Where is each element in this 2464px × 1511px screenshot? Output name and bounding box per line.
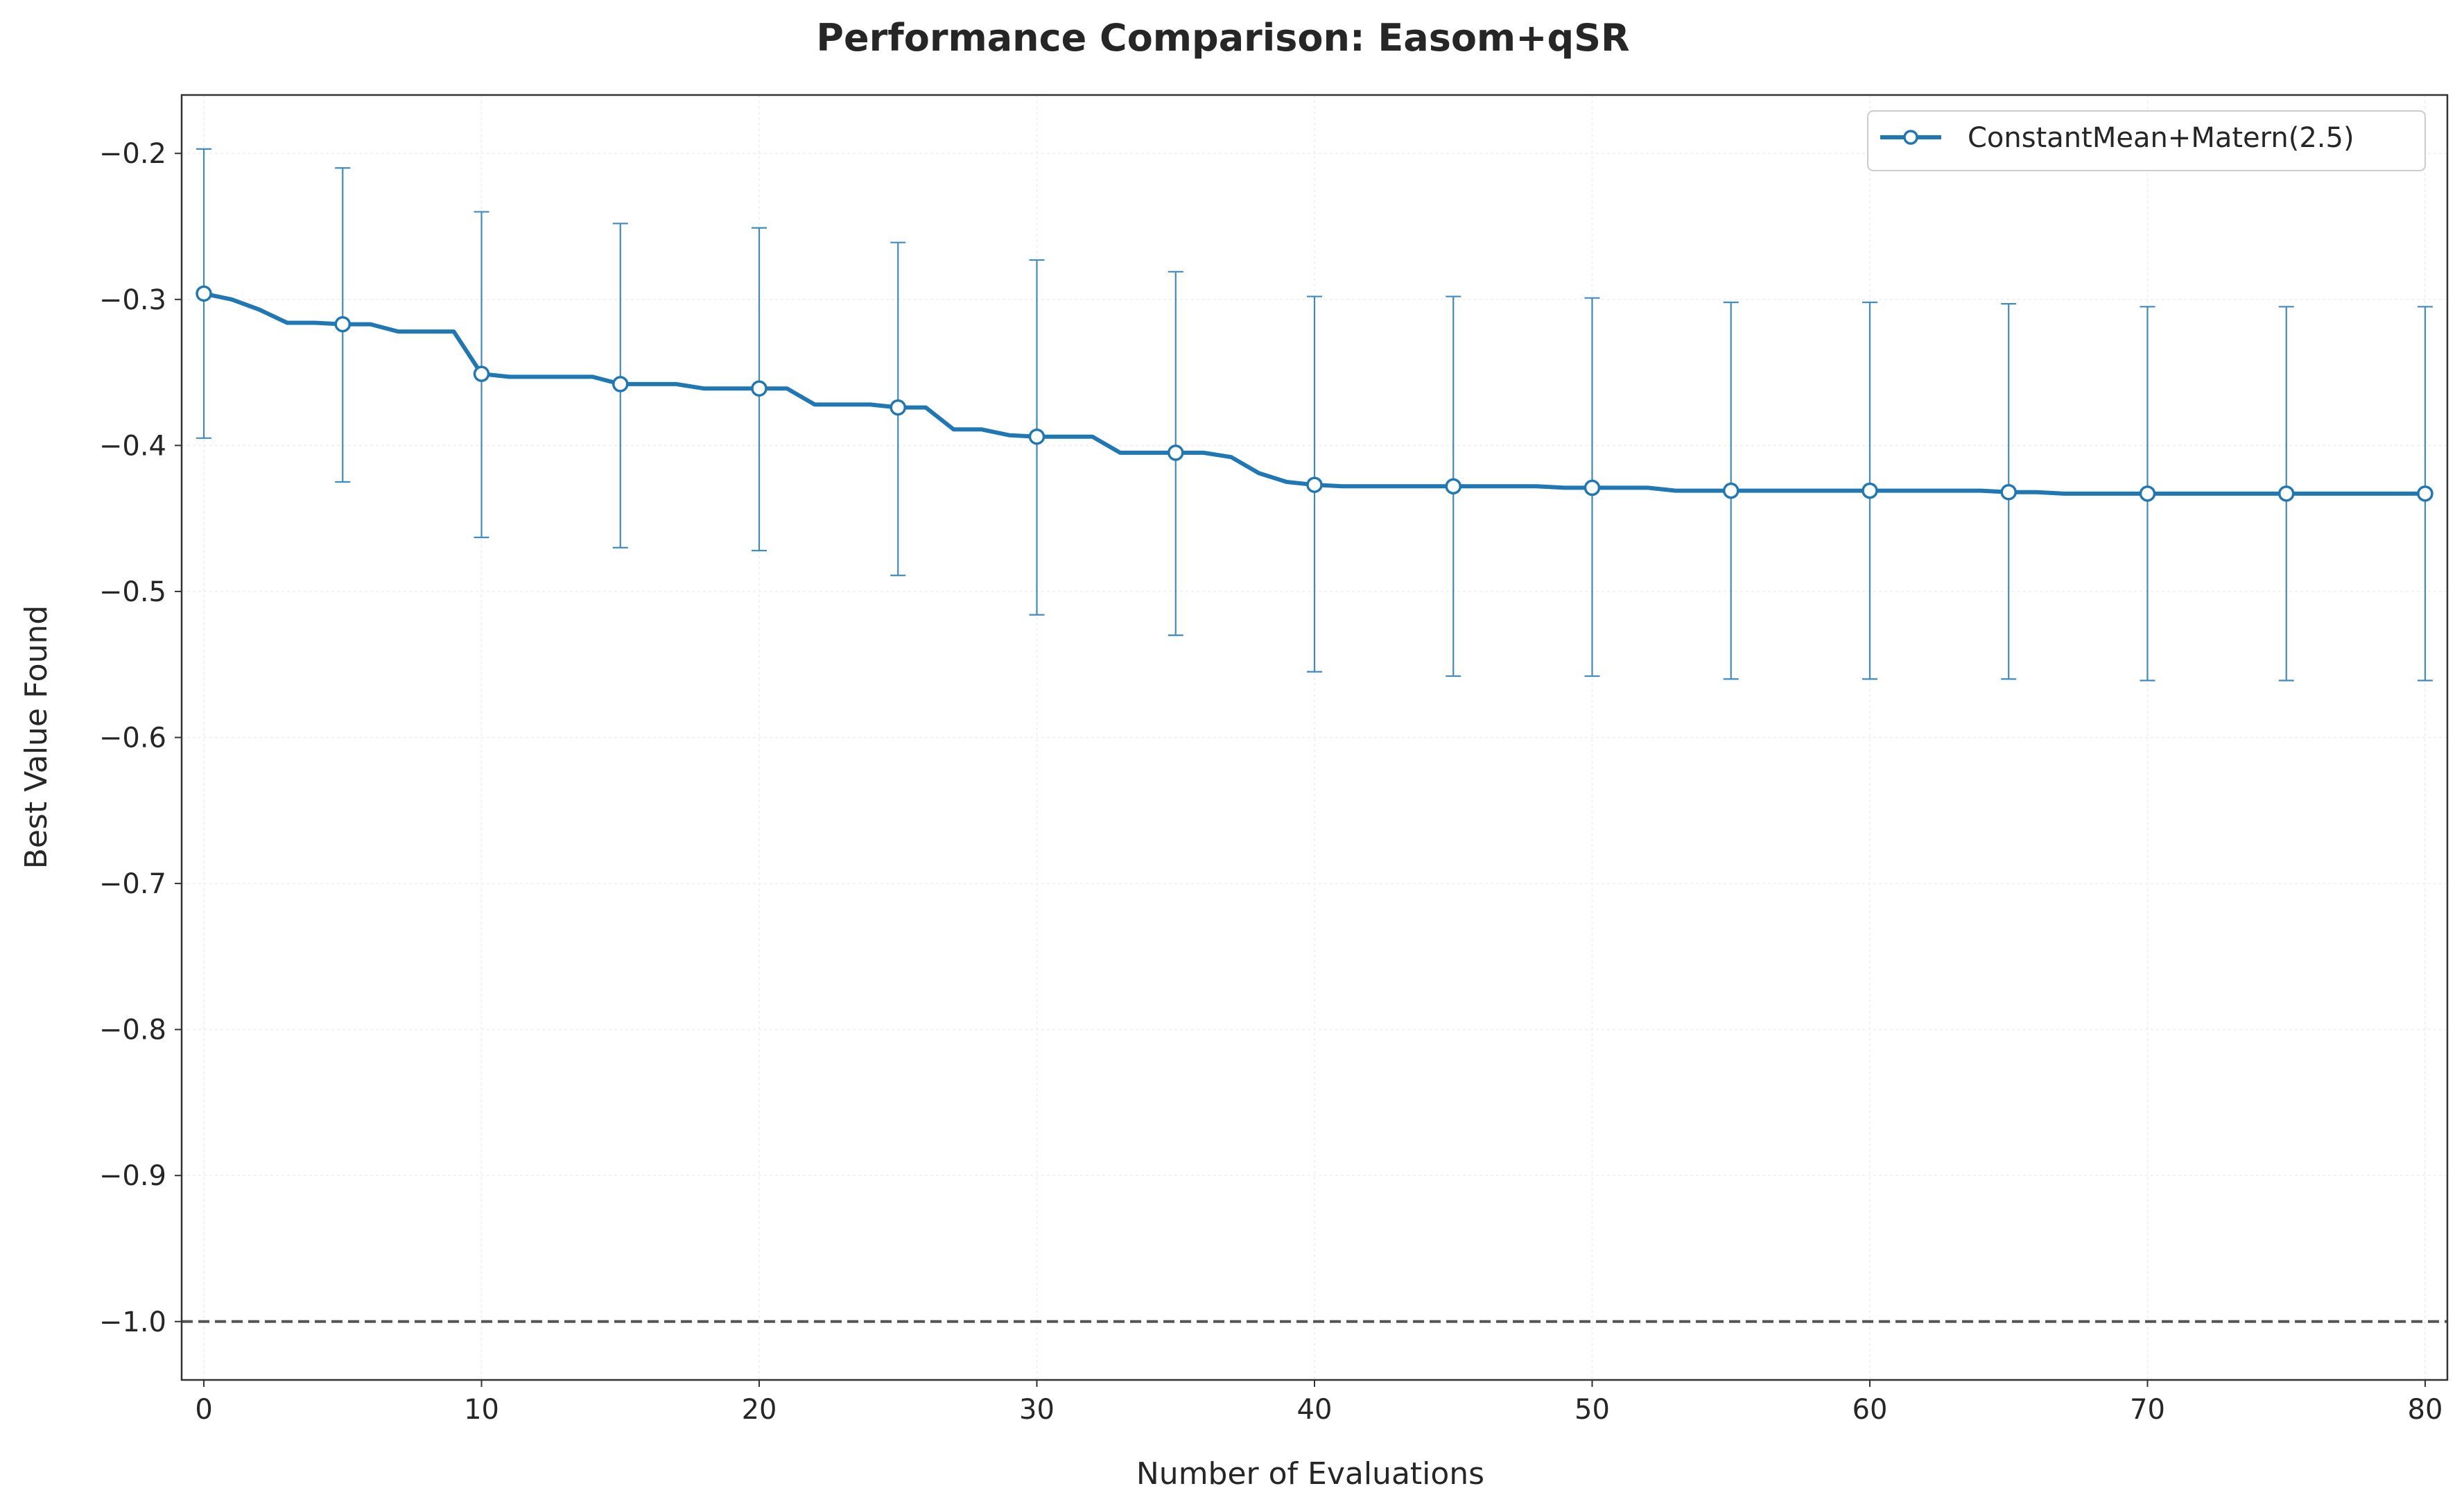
y-tick-label: −0.5 xyxy=(99,576,166,608)
x-tick-label: 50 xyxy=(1574,1394,1610,1426)
x-tick-label: 60 xyxy=(1853,1394,1888,1426)
data-point xyxy=(2000,483,2017,501)
y-tick-label: −0.6 xyxy=(99,723,166,754)
data-point xyxy=(1862,482,1878,499)
y-axis-label: Best Value Found xyxy=(19,605,54,870)
data-point xyxy=(612,376,629,392)
chart-title: Performance Comparison: Easom+qSR xyxy=(816,16,1629,60)
legend-marker-swatch xyxy=(1903,130,1918,145)
data-point xyxy=(2139,485,2156,502)
data-point xyxy=(2278,485,2295,502)
series-markers xyxy=(196,285,2433,502)
x-axis-label: Number of Evaluations xyxy=(1136,1456,1484,1492)
x-tick-label: 40 xyxy=(1297,1394,1333,1426)
data-point xyxy=(1445,478,1461,495)
y-tick-label: −0.8 xyxy=(99,1014,166,1046)
x-tick-label: 20 xyxy=(742,1394,777,1426)
legend-box xyxy=(1867,110,2426,171)
data-point xyxy=(334,316,352,333)
y-tick-label: −0.7 xyxy=(99,868,166,900)
x-tick-label: 10 xyxy=(464,1394,499,1426)
y-axis-ticks: −0.2 −0.3 −0.4 −0.5 −0.6 −0.7 −0.8 −0.9 −1.0 xyxy=(99,138,182,1338)
data-point xyxy=(890,399,907,416)
y-tick-label: −0.9 xyxy=(99,1160,166,1192)
data-point xyxy=(473,365,490,382)
data-point xyxy=(1168,444,1184,461)
data-point xyxy=(751,380,767,397)
x-tick-label: 30 xyxy=(1019,1394,1055,1426)
legend: ConstantMean+Matern(2.5) xyxy=(1867,110,2426,171)
y-tick-label: −0.2 xyxy=(99,138,166,170)
x-tick-label: 80 xyxy=(2408,1394,2443,1426)
legend-label: ConstantMean+Matern(2.5) xyxy=(1968,122,2354,154)
data-point xyxy=(196,285,212,302)
data-point xyxy=(1584,479,1601,497)
y-tick-label: −0.3 xyxy=(99,284,166,316)
data-point xyxy=(1028,428,1046,445)
x-axis-ticks: 0 10 20 30 40 50 60 70 80 xyxy=(195,1380,2443,1426)
y-tick-label: −0.4 xyxy=(99,430,166,462)
data-point xyxy=(1722,482,1739,499)
data-point xyxy=(1306,476,1323,493)
data-point xyxy=(2417,485,2433,502)
grid xyxy=(182,95,2447,1380)
y-tick-label: −1.0 xyxy=(99,1306,166,1338)
x-tick-label: 0 xyxy=(195,1394,212,1426)
x-tick-label: 70 xyxy=(2130,1394,2165,1426)
